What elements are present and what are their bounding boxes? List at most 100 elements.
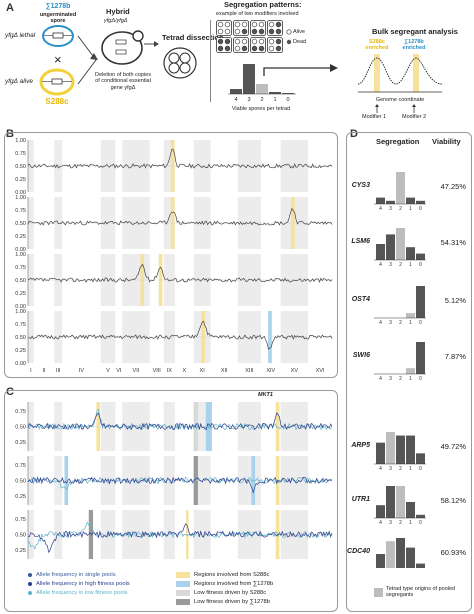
- bsa-curve: [357, 54, 443, 93]
- segregation-bar: [416, 453, 425, 464]
- dead-spore: [241, 45, 248, 52]
- legend-dead: Dead: [293, 39, 307, 45]
- segregation-tick: 1: [409, 376, 412, 382]
- allele-frequency-trace: [27, 148, 333, 169]
- y-tick-label: 0.50: [15, 533, 26, 539]
- panel-b-plots: 1.000.750.500.250.001.000.750.500.250.00…: [15, 138, 333, 374]
- viability-value: 58.12%: [440, 496, 466, 505]
- seg-hist-tick: 0: [286, 97, 289, 102]
- mkt1-annotation: MKT1: [258, 392, 273, 398]
- alive-spore: [234, 28, 241, 35]
- seg-hist-tick: 1: [273, 97, 276, 102]
- dead-spore: [258, 45, 265, 52]
- segregation-tick: 0: [419, 206, 422, 212]
- legend-dot-icon: [28, 573, 32, 577]
- legend-label: Low fitness driven by S288c: [194, 590, 267, 596]
- cross-symbol: ×: [54, 52, 62, 67]
- panel-d-frame: [346, 132, 472, 612]
- genome-coord-label: Genome coordinate: [375, 97, 425, 103]
- segregation-bar: [406, 547, 415, 568]
- hybrid-title: Hybrid: [106, 7, 130, 16]
- legend-swatch: [176, 581, 190, 587]
- alive-spore: [241, 38, 248, 45]
- panel-a-label: A: [6, 2, 14, 14]
- y-tick-label: 0.25: [15, 440, 26, 446]
- segregation-tick: 1: [409, 466, 412, 472]
- hybrid-genotype: yfgΔ/yfgΔ: [104, 18, 128, 24]
- y-tick-label: 1.00: [15, 195, 26, 201]
- segregation-tick: 4: [379, 320, 382, 326]
- segregation-tick: 2: [399, 262, 402, 268]
- legend-alive: Alive: [293, 29, 305, 35]
- tetrad-label: Tetrad dissection: [162, 33, 224, 42]
- gene-label-arp5: ARP5: [351, 442, 370, 449]
- dead-dot-icon: [286, 39, 292, 45]
- segregation-bar: [406, 368, 415, 374]
- segregation-tick: 4: [379, 206, 382, 212]
- y-tick-label: 0.00: [15, 247, 26, 253]
- allele-frequency-trace: [27, 207, 333, 226]
- segregation-tick: 1: [409, 520, 412, 526]
- gene-label-ost4: OST4: [351, 296, 370, 303]
- segregation-bar: [406, 502, 415, 518]
- segregation-tick: 2: [399, 320, 402, 326]
- chromosome-label: VIII: [153, 368, 162, 374]
- segregation-bar: [416, 253, 425, 260]
- segregation-tick: 3: [389, 520, 392, 526]
- seg-hist-bar: [243, 64, 255, 94]
- dead-spore: [224, 45, 231, 52]
- y-tick-label: 0.25: [15, 548, 26, 554]
- panel-c-frame: [4, 390, 338, 612]
- cross-arrows: [77, 35, 98, 85]
- segregation-bar: [386, 432, 395, 464]
- dead-spore: [275, 45, 282, 52]
- seg-histogram: 4 3 2 1 0: [228, 64, 296, 102]
- y-tick-label: 0.75: [15, 151, 26, 157]
- legend-item: Allele frequency in single pools: [28, 572, 116, 578]
- segregant-legend-text: Tetrad type origins of pooled segregants: [386, 586, 456, 599]
- alive-spore: [234, 38, 241, 45]
- dead-spore: [275, 28, 282, 35]
- dead-spore: [258, 28, 265, 35]
- segregation-tick: 1: [409, 262, 412, 268]
- allele-frequency-trace: [27, 523, 333, 554]
- legend-dot-icon: [28, 582, 32, 586]
- segregation-bar: [396, 435, 405, 464]
- alive-spore: [224, 28, 231, 35]
- enriched-sigma: ∑1278b enriched: [402, 39, 426, 52]
- gene-label-cdc40: CDC40: [347, 548, 370, 555]
- y-tick-label: 0.50: [15, 335, 26, 341]
- segregation-bar: [386, 234, 395, 260]
- segregation-tick: 4: [379, 466, 382, 472]
- legend-dot-icon: [28, 591, 32, 595]
- segregation-bar: [406, 197, 415, 204]
- y-tick-label: 1.00: [15, 309, 26, 315]
- legend-item: Allele frequency in high fitness pools: [28, 581, 130, 587]
- legend-label: Regions involved from ∑1278b: [194, 581, 274, 587]
- dead-spore: [241, 28, 248, 35]
- seg-hist-tick: 2: [260, 97, 263, 102]
- alive-spore: [241, 21, 248, 28]
- segregation-tick: 2: [399, 206, 402, 212]
- segregation-tick: 2: [399, 466, 402, 472]
- strain2-cell-icon: [39, 68, 75, 96]
- segregation-tick: 4: [379, 376, 382, 382]
- alive-spore: [224, 21, 231, 28]
- y-tick-label: 1.00: [15, 252, 26, 258]
- modifier2-label: Modifier 2: [402, 114, 427, 120]
- strain2-alive: yfgΔ alive: [5, 78, 33, 85]
- segregation-tick: 3: [389, 206, 392, 212]
- segregation-tick: 0: [419, 520, 422, 526]
- legend-swatch: [176, 599, 190, 605]
- y-tick-label: 0.75: [15, 517, 26, 523]
- gene-label-cys3: CYS3: [351, 182, 370, 189]
- segregation-tick: 3: [389, 320, 392, 326]
- y-tick-label: 0.50: [15, 221, 26, 227]
- chromosome-label: X: [182, 368, 186, 374]
- panel-b-frame: [4, 132, 338, 378]
- segregation-tick: 3: [389, 376, 392, 382]
- segregation-bar: [416, 563, 425, 568]
- chromosome-label: III: [56, 368, 61, 374]
- alive-dot-icon: [286, 29, 292, 35]
- legend-item: Regions involved from ∑1278b: [176, 581, 273, 587]
